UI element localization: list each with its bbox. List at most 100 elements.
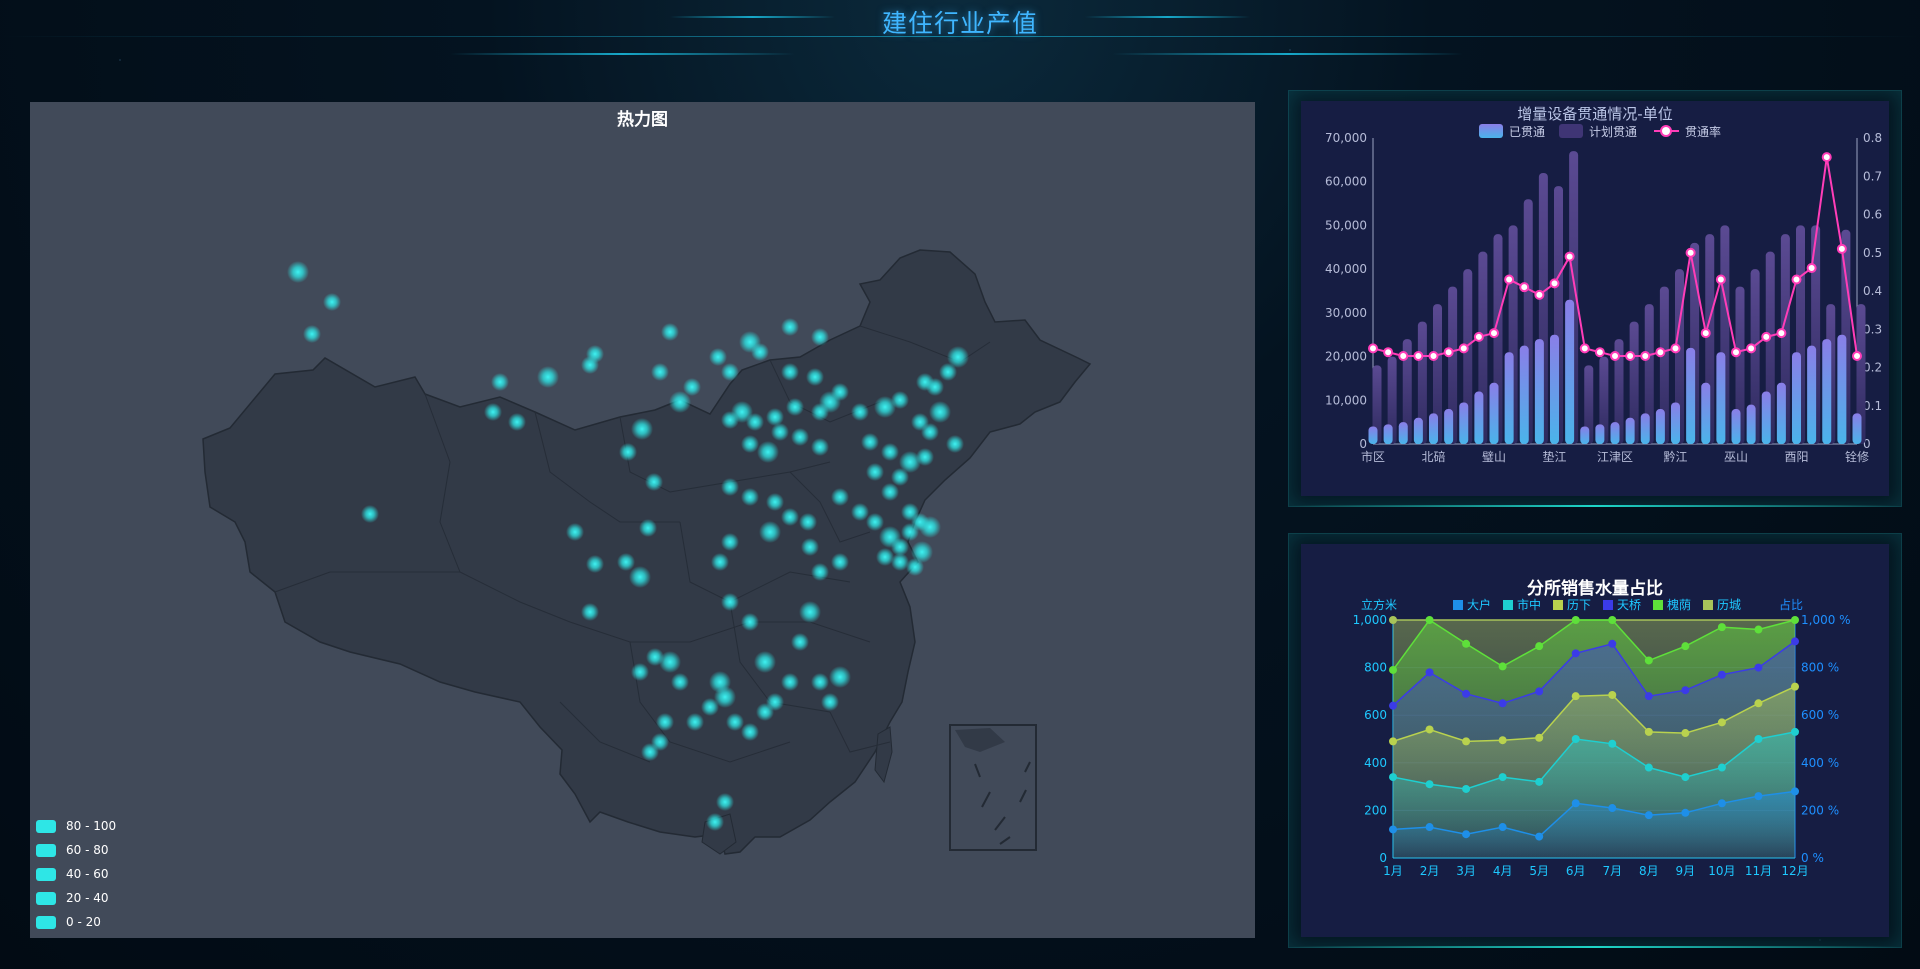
heat-point bbox=[861, 433, 879, 451]
chart1-done-bar bbox=[1595, 424, 1605, 444]
chart2-point bbox=[1389, 616, 1397, 624]
heat-point bbox=[323, 293, 341, 311]
legend-item-60-80[interactable]: 60 - 80 bbox=[36, 838, 116, 862]
chart1-rate-point bbox=[1685, 247, 1696, 258]
chart2-point bbox=[1425, 725, 1434, 734]
chart1-plan-bar bbox=[1614, 339, 1624, 444]
chart2-line bbox=[1392, 618, 1796, 671]
chart1-done-bar bbox=[1550, 334, 1559, 444]
heat-point bbox=[661, 323, 679, 341]
china-heat-map[interactable] bbox=[30, 102, 1255, 938]
chart2-x-tick-label: 8月 bbox=[1639, 864, 1659, 878]
chart2-legend-swatch bbox=[1653, 600, 1663, 610]
chart1-rate-point bbox=[1594, 347, 1605, 358]
chart1-title: 增量设备贯通情况-单位 bbox=[1517, 105, 1673, 123]
legend-item-40-60[interactable]: 40 - 60 bbox=[36, 862, 116, 886]
chart1-rate-point bbox=[1746, 343, 1757, 354]
chart1-rate-point bbox=[1368, 343, 1378, 354]
header-line-left bbox=[670, 16, 835, 18]
heat-point bbox=[741, 435, 759, 453]
heat-point bbox=[786, 398, 804, 416]
chart2-point bbox=[1681, 808, 1690, 817]
chart2-point bbox=[1608, 739, 1617, 748]
chart1-plan-bar bbox=[1584, 365, 1594, 444]
chart1-x-tick-label: 巫山 bbox=[1724, 450, 1748, 464]
chart1-svg[interactable]: 已贯通 计划贯通 贯通率 0 10,000 20,000 30,000 40,000 50,00… bbox=[1301, 101, 1889, 496]
chart1-done-bar bbox=[1822, 339, 1832, 444]
chart1-y2-tick-label: 0.8 bbox=[1863, 131, 1882, 145]
heat-point bbox=[711, 553, 729, 571]
chart1-done-bar bbox=[1625, 417, 1635, 444]
chart1-done-bar bbox=[1671, 402, 1680, 444]
heat-point bbox=[781, 508, 799, 526]
heat-point bbox=[651, 363, 669, 381]
chart1-rate-point bbox=[1549, 278, 1560, 289]
chart1-rate-point bbox=[1655, 347, 1666, 358]
heat-point bbox=[287, 261, 309, 283]
chart2-point bbox=[1644, 727, 1653, 736]
chart2-point bbox=[1717, 763, 1726, 772]
chart1-plan-bar bbox=[1402, 339, 1412, 444]
chart1-plan-bar bbox=[1372, 365, 1382, 444]
legend-swatch bbox=[36, 819, 56, 833]
heat-point bbox=[946, 435, 964, 453]
chart2-legend-swatch bbox=[1603, 600, 1613, 610]
heat-point bbox=[916, 448, 934, 466]
chart2-legend-label: 历城 bbox=[1717, 598, 1741, 612]
chart1-x-tick-label: 璧山 bbox=[1482, 449, 1506, 464]
heat-point bbox=[751, 343, 769, 361]
chart1-y-tick-label: 50,000 bbox=[1325, 218, 1367, 232]
chart2-y-tick-label: 800 bbox=[1364, 661, 1387, 675]
heat-point bbox=[757, 441, 779, 463]
legend-item-0-20[interactable]: 0 - 20 bbox=[36, 910, 116, 934]
heat-point bbox=[631, 663, 649, 681]
chart1-y-tick-label: 60,000 bbox=[1325, 175, 1367, 189]
heat-point bbox=[926, 378, 944, 396]
chart1-y-tick-label: 40,000 bbox=[1325, 262, 1367, 276]
heat-point bbox=[801, 538, 819, 556]
legend-plan-label: 计划贯通 bbox=[1589, 125, 1637, 139]
chart2-point bbox=[1717, 670, 1726, 679]
chart1-done-bar bbox=[1504, 352, 1514, 444]
chart2-x-tick-label: 1月 bbox=[1383, 864, 1403, 878]
chart1-rate-point bbox=[1791, 274, 1802, 285]
chart1-done-bar bbox=[1807, 345, 1817, 444]
panel-glow-line bbox=[1289, 946, 1901, 948]
heat-point bbox=[701, 698, 719, 716]
heat-point bbox=[706, 813, 724, 831]
heat-point bbox=[811, 673, 829, 691]
heat-point bbox=[899, 451, 921, 473]
legend-item-20-40[interactable]: 20 - 40 bbox=[36, 886, 116, 910]
chart2-legend-label: 天桥 bbox=[1617, 598, 1641, 612]
chart1-done-bar bbox=[1746, 404, 1756, 444]
heat-point bbox=[831, 488, 849, 506]
chart2-x-tick-label: 9月 bbox=[1676, 864, 1696, 878]
heat-point bbox=[746, 413, 764, 431]
chart1-done-bar bbox=[1413, 417, 1423, 444]
chart2-legend-label: 槐荫 bbox=[1667, 597, 1691, 612]
chart2-point bbox=[1717, 623, 1726, 632]
heat-point bbox=[629, 566, 651, 588]
heat-point bbox=[669, 391, 691, 413]
legend-item-80-100[interactable]: 80 - 100 bbox=[36, 814, 116, 838]
map-taiwan bbox=[874, 726, 893, 784]
chart1-plan-bar bbox=[1750, 269, 1760, 444]
chart2-point bbox=[1425, 780, 1434, 789]
legend-swatch bbox=[36, 843, 56, 857]
chart2-point bbox=[1681, 729, 1690, 738]
chart2-x-tick-label: 12月 bbox=[1781, 864, 1808, 878]
chart2-x-tick-label: 3月 bbox=[1456, 864, 1476, 878]
heat-point bbox=[716, 793, 734, 811]
chart1-rate-point bbox=[1579, 343, 1590, 354]
heat-point bbox=[741, 488, 759, 506]
chart1-done-bar bbox=[1792, 352, 1801, 444]
chart1-done-bar bbox=[1368, 426, 1378, 444]
heat-point bbox=[709, 348, 727, 366]
heat-point bbox=[771, 423, 789, 441]
chart1-plan-bar bbox=[1387, 356, 1397, 444]
heat-point bbox=[639, 519, 657, 537]
chart1-x-tick-label: 铨修 bbox=[1845, 449, 1869, 464]
chart2-svg[interactable]: 立方米 占比 大户 市中 历下 天桥 槐荫 历城 0 0 % 200 200 % 400 400 % 600… bbox=[1301, 544, 1889, 937]
chart2-point bbox=[1498, 736, 1507, 745]
chart2-point bbox=[1754, 625, 1763, 634]
